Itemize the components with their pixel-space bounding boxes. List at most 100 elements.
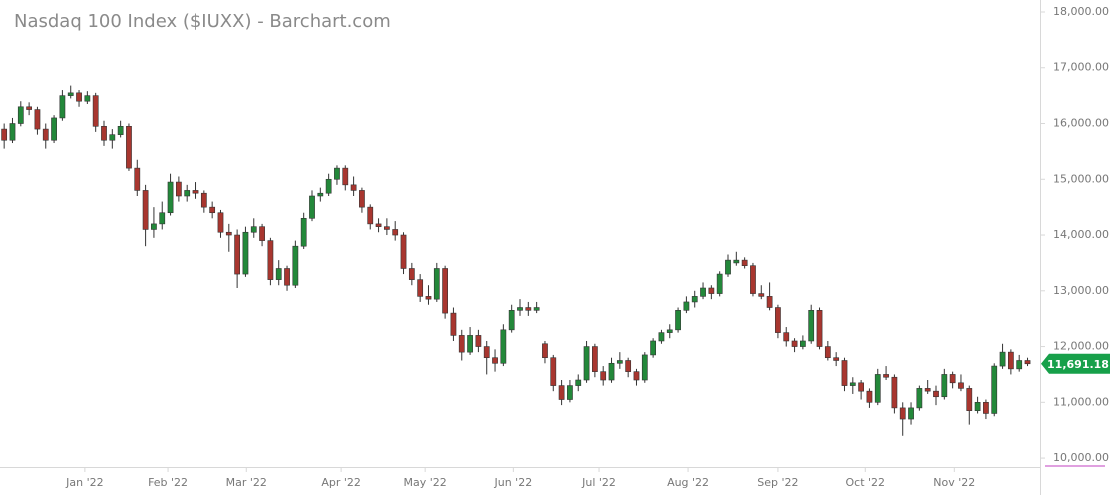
chart-title: Nasdaq 100 Index ($IUXX) - Barchart.com: [14, 11, 391, 32]
candle-body: [101, 125, 107, 141]
candle-body: [1, 128, 8, 141]
candle-body: [450, 312, 457, 336]
candle-body: [259, 226, 265, 241]
candle-body: [300, 218, 307, 247]
candle-body: [1016, 360, 1023, 370]
y-tick-label: 12,000.00: [1053, 340, 1109, 353]
x-tick-label: May '22: [404, 476, 447, 489]
x-tick-label: Oct '22: [846, 476, 886, 489]
candle-body: [608, 362, 615, 381]
candle-body: [983, 402, 989, 414]
candle-body: [359, 190, 365, 208]
x-tick-label: Jan '22: [65, 476, 103, 489]
candle-body: [600, 371, 607, 381]
candle-body: [958, 382, 964, 389]
candle-body: [658, 332, 665, 342]
candle-body: [76, 92, 82, 102]
candle-body: [475, 335, 482, 347]
candle-body: [933, 390, 939, 398]
candle-body: [458, 335, 465, 353]
candle-body: [151, 223, 157, 230]
candle-body: [816, 310, 823, 347]
candle-body: [891, 376, 898, 409]
candle-body: [483, 346, 490, 359]
candle-body: [583, 346, 590, 381]
candle-body: [167, 181, 174, 214]
x-tick-label: Nov '22: [933, 476, 975, 489]
candle-body: [26, 106, 32, 110]
candle-body: [342, 167, 349, 186]
candle-body: [908, 407, 914, 420]
candle-body: [650, 340, 656, 356]
candle-body: [134, 167, 141, 191]
x-tick-label: Jun '22: [493, 476, 532, 489]
candle-body: [766, 296, 773, 308]
candle-body: [209, 206, 216, 214]
candle-body: [567, 385, 573, 400]
candle-body: [683, 301, 690, 311]
price-tag-label: 11,691.18: [1047, 358, 1109, 371]
y-tick-label: 18,000.00: [1053, 5, 1109, 18]
y-tick-label: 10,000.00: [1053, 451, 1109, 464]
candle-body: [824, 346, 831, 359]
candle-body: [592, 346, 598, 372]
candle-body: [883, 374, 889, 378]
candle-body: [425, 296, 432, 300]
x-tick-label: Feb '22: [148, 476, 188, 489]
candle-body: [442, 268, 448, 314]
candle-body: [500, 329, 507, 364]
y-tick-label: 14,000.00: [1053, 228, 1109, 241]
candle-body: [200, 192, 207, 208]
candle-body: [741, 259, 748, 267]
candle-body: [51, 117, 57, 141]
candle-body: [783, 332, 790, 342]
candle-body: [109, 134, 116, 141]
candle-body: [275, 268, 282, 280]
candle-body: [575, 379, 582, 386]
candle-body: [775, 307, 781, 333]
candle-body: [417, 279, 424, 297]
candle-body: [974, 402, 981, 411]
candle-body: [225, 231, 232, 236]
candle-body: [800, 340, 806, 347]
candle-body: [375, 223, 382, 227]
candle-body: [142, 190, 149, 230]
candle-body: [733, 259, 740, 264]
candle-body: [309, 195, 315, 219]
candle-body: [633, 371, 640, 381]
candle-body: [791, 340, 798, 347]
candle-body: [716, 273, 723, 294]
candle-body: [691, 296, 698, 303]
candle-body: [517, 307, 523, 311]
candle-body: [126, 125, 132, 169]
candle-body: [317, 192, 324, 197]
candle-body: [34, 109, 41, 130]
y-tick-label: 11,000.00: [1053, 395, 1109, 408]
candle-body: [267, 240, 274, 280]
candle-body: [492, 357, 498, 364]
x-tick-label: Jul '22: [581, 476, 616, 489]
candle-body: [250, 226, 257, 233]
candle-body: [1024, 360, 1031, 365]
candle-body: [966, 388, 973, 411]
candle-body: [433, 268, 440, 300]
candle-body: [542, 343, 548, 359]
candle-body: [242, 231, 249, 275]
candle-body: [508, 310, 515, 331]
price-tag: [1041, 353, 1110, 374]
candle-body: [1008, 351, 1014, 370]
candle-body: [616, 360, 623, 364]
candle-body: [625, 360, 632, 372]
candle-body: [666, 329, 673, 333]
candle-body: [841, 360, 848, 386]
candle-body: [949, 374, 956, 384]
candle-body: [159, 212, 166, 225]
candle-body: [866, 390, 873, 403]
candle-body: [750, 265, 756, 294]
candle-body: [334, 167, 340, 180]
candle-body: [533, 307, 540, 311]
candle-body: [916, 388, 923, 409]
candle-body: [899, 407, 906, 420]
candle-body: [176, 181, 182, 197]
